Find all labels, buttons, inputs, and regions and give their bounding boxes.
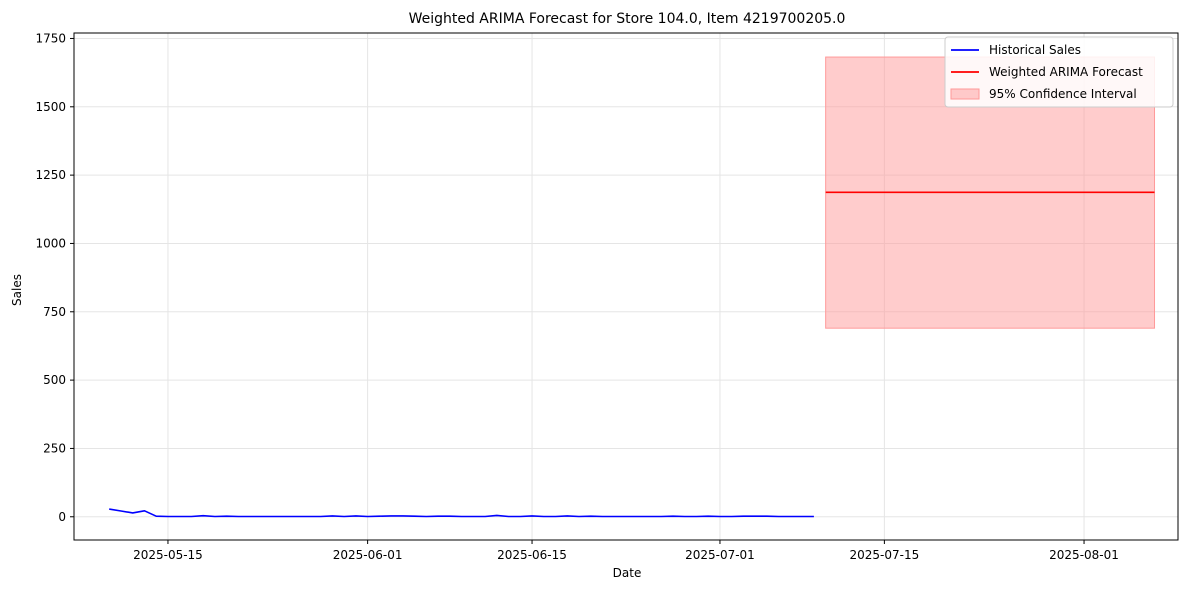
y-tick-label: 250 [43, 441, 66, 455]
legend: Historical Sales Weighted ARIMA Forecast 9… [944, 36, 1174, 108]
chart-title: Weighted ARIMA Forecast for Store 104.0,… [409, 11, 846, 27]
legend-entry-label: 95% Confidence Interval [989, 87, 1137, 101]
x-axis-ticks: 2025-05-15 2025-06-01 2025-06-15 2025-07-01… [133, 540, 1119, 562]
y-tick-label: 750 [43, 305, 66, 319]
y-tick-label: 0 [58, 510, 66, 524]
legend-entry-label: Historical Sales [989, 43, 1081, 57]
x-tick-label: 2025-06-15 [497, 548, 567, 562]
x-tick-label: 2025-07-15 [850, 548, 920, 562]
legend-entry-label: Weighted ARIMA Forecast [989, 65, 1143, 79]
x-axis-label: Date [613, 566, 642, 580]
x-tick-label: 2025-05-15 [133, 548, 203, 562]
y-tick-label: 500 [43, 373, 66, 387]
y-tick-label: 1000 [35, 236, 66, 250]
x-tick-label: 2025-06-01 [333, 548, 403, 562]
y-tick-label: 1750 [35, 31, 66, 45]
series-layer [109, 191, 1155, 518]
y-axis-label: Sales [10, 274, 24, 306]
historical-sales-line [109, 508, 814, 518]
legend-swatch-band [950, 88, 980, 100]
y-axis-ticks: 0 250 500 750 1000 1250 1500 1750 [35, 31, 74, 524]
x-tick-label: 2025-07-01 [685, 548, 755, 562]
plot-frame [73, 32, 1179, 541]
y-tick-label: 1250 [35, 168, 66, 182]
legend-box [944, 36, 1174, 108]
x-tick-label: 2025-08-01 [1049, 548, 1119, 562]
y-tick-label: 1500 [35, 100, 66, 114]
